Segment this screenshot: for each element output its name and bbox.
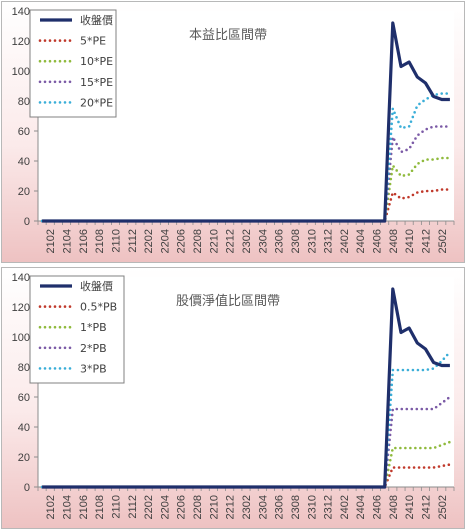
legend-label-0: 收盤價 xyxy=(80,13,113,27)
pb-band-chart-panel: 0 20 40 60 80 100 120 140 2102 2104 2106 2108 2110 21… xyxy=(1,267,465,529)
x-tick-label: 2210 xyxy=(208,229,220,253)
x-tick-label: 2408 xyxy=(388,495,400,519)
x-tick-label: 2110 xyxy=(110,495,122,519)
x-tick-label: 2212 xyxy=(225,495,237,519)
y-tick-label: 100 xyxy=(12,332,30,344)
legend-label-4: 20*PE xyxy=(80,96,113,109)
y-tick-label: 80 xyxy=(18,362,30,374)
legend-label-3: 15*PE xyxy=(80,76,113,89)
y-tick-label: 140 xyxy=(12,272,30,284)
x-tick-label: 2312 xyxy=(323,495,335,519)
x-tick-label: 2410 xyxy=(404,229,416,253)
pe-band-chart-panel: 0 20 40 60 80 100 120 140 2102 2104 2106 2108 2110 21… xyxy=(1,1,465,263)
y-tick-label: 60 xyxy=(18,392,30,404)
x-tick-label: 2310 xyxy=(306,229,318,253)
chart-title: 股價淨值比區間帶 xyxy=(176,293,280,309)
x-tick-label: 2306 xyxy=(274,495,286,519)
chart-title: 本益比區間帶 xyxy=(189,28,267,43)
x-tick-label: 2108 xyxy=(94,495,106,519)
y-tick-label: 0 xyxy=(24,482,30,494)
x-tick-label: 2104 xyxy=(62,229,74,253)
x-tick-label: 2302 xyxy=(241,495,253,519)
x-tick-label: 2304 xyxy=(257,495,269,519)
legend-box xyxy=(29,275,125,384)
x-tick-label: 2112 xyxy=(127,229,139,253)
y-tick-label: 60 xyxy=(18,126,30,138)
x-tick-label: 2208 xyxy=(192,495,204,519)
y-tick-label: 120 xyxy=(12,302,30,314)
x-tick-label: 2402 xyxy=(339,229,351,253)
x-tick-label: 2204 xyxy=(159,495,171,519)
pe-band-chart: 0 20 40 60 80 100 120 140 2102 2104 2106 2108 2110 21… xyxy=(12,6,455,253)
x-tick-label: 2202 xyxy=(143,229,155,253)
x-tick-label: 2212 xyxy=(225,229,237,253)
x-tick-label: 2106 xyxy=(78,495,90,519)
legend-label-3: 2*PB xyxy=(80,342,107,355)
x-tick-label: 2404 xyxy=(355,229,367,253)
x-tick-label: 2308 xyxy=(290,229,302,253)
x-tick-label: 2304 xyxy=(257,229,269,253)
legend-box xyxy=(29,9,117,118)
y-tick-label: 20 xyxy=(18,452,30,464)
y-tick-label: 40 xyxy=(18,422,30,434)
x-tick-label: 2206 xyxy=(176,229,188,253)
legend-label-2: 1*PB xyxy=(80,321,107,334)
y-tick-label: 80 xyxy=(18,96,30,108)
x-tick-label: 2202 xyxy=(143,495,155,519)
x-tick-label: 2302 xyxy=(241,229,253,253)
x-tick-label: 2404 xyxy=(355,495,367,519)
series-line-0 xyxy=(42,21,450,223)
series-line-0 xyxy=(42,287,450,489)
x-tick-label: 2106 xyxy=(78,229,90,253)
y-tick-label: 120 xyxy=(12,36,30,48)
pb-band-chart: 0 20 40 60 80 100 120 140 2102 2104 2106 2108 2110 21… xyxy=(12,272,455,519)
x-tick-label: 2402 xyxy=(339,495,351,519)
x-tick-label: 2308 xyxy=(290,495,302,519)
legend-label-2: 10*PE xyxy=(80,55,113,68)
x-tick-label: 2406 xyxy=(372,229,384,253)
x-tick-label: 2312 xyxy=(323,229,335,253)
x-tick-label: 2410 xyxy=(404,495,416,519)
x-tick-label: 2412 xyxy=(420,495,432,519)
x-tick-label: 2306 xyxy=(274,229,286,253)
x-tick-label: 2310 xyxy=(306,495,318,519)
y-tick-label: 0 xyxy=(24,216,30,228)
y-tick-label: 100 xyxy=(12,66,30,78)
x-tick-label: 2110 xyxy=(110,229,122,253)
x-tick-label: 2112 xyxy=(127,495,139,519)
x-tick-label: 2408 xyxy=(388,229,400,253)
x-tick-label: 2104 xyxy=(62,495,74,519)
legend-label-1: 0.5*PB xyxy=(80,301,117,314)
x-tick-label: 2210 xyxy=(208,495,220,519)
y-tick-label: 40 xyxy=(18,156,30,168)
legend-label-1: 5*PE xyxy=(80,35,106,48)
x-tick-label: 2502 xyxy=(437,229,449,253)
x-tick-label: 2406 xyxy=(372,495,384,519)
x-tick-label: 2208 xyxy=(192,229,204,253)
y-tick-label: 140 xyxy=(12,6,30,18)
x-tick-label: 2412 xyxy=(420,229,432,253)
legend-label-0: 收盤價 xyxy=(80,279,113,293)
y-tick-label: 20 xyxy=(18,186,30,198)
legend-label-4: 3*PB xyxy=(80,362,107,375)
x-tick-label: 2102 xyxy=(45,229,57,253)
x-tick-label: 2502 xyxy=(437,495,449,519)
x-tick-label: 2206 xyxy=(176,495,188,519)
x-tick-label: 2204 xyxy=(159,229,171,253)
x-tick-label: 2108 xyxy=(94,229,106,253)
x-tick-label: 2102 xyxy=(45,495,57,519)
